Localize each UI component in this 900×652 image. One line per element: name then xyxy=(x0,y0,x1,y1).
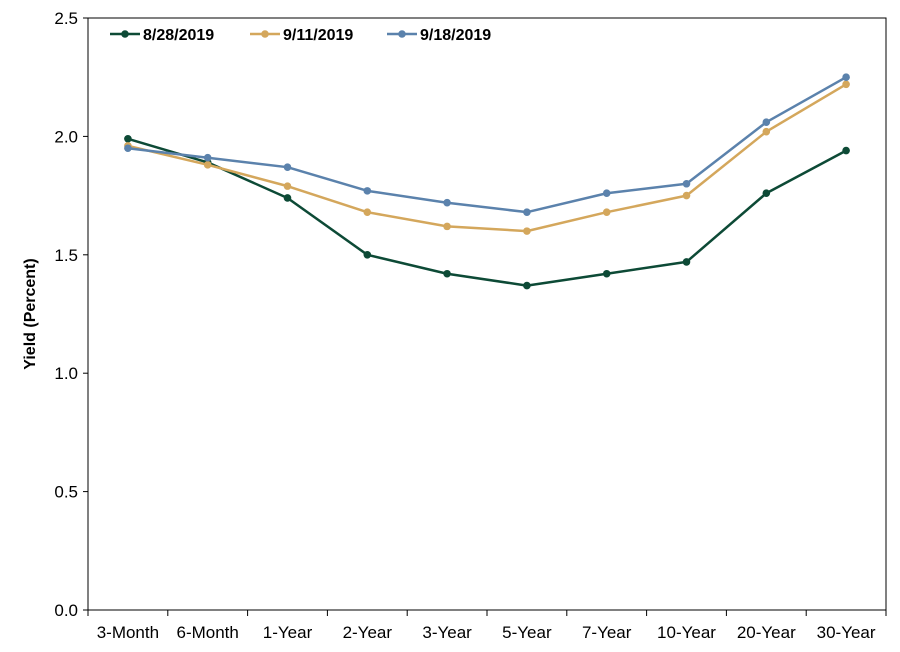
x-tick-label: 20-Year xyxy=(737,623,796,642)
y-tick-label: 2.0 xyxy=(54,127,78,146)
data-point xyxy=(124,134,132,143)
series-layer xyxy=(124,73,850,290)
x-tick-label: 7-Year xyxy=(582,623,632,642)
x-tick-label: 6-Month xyxy=(177,623,239,642)
plot-area xyxy=(87,17,887,611)
data-point xyxy=(363,187,372,195)
y-tick-label: 1.0 xyxy=(54,364,78,383)
y-axis: 0.0 0.5 1.0 1.5 2.0 2.5 xyxy=(54,9,88,620)
data-point xyxy=(762,189,771,198)
series-line xyxy=(127,83,847,233)
y-tick-label: 2.5 xyxy=(54,9,78,28)
series-9-11-2019 xyxy=(124,80,850,235)
y-tick-label: 0.0 xyxy=(54,601,78,620)
x-axis: 3-Month 6-Month 1-Year 2-Year 3-Year 5-Year 7-… xyxy=(87,610,887,642)
legend-swatch-marker xyxy=(121,30,129,38)
x-tick-label: 3-Year xyxy=(422,623,472,642)
legend-item: 9/18/2019 xyxy=(387,27,491,44)
data-point xyxy=(842,146,850,155)
data-point xyxy=(443,269,451,278)
x-tick-label: 1-Year xyxy=(263,623,313,642)
data-point xyxy=(682,258,691,266)
data-point xyxy=(203,153,212,162)
series-line xyxy=(127,137,847,287)
data-point xyxy=(682,179,691,188)
data-point xyxy=(523,208,531,216)
x-tick-label: 30-Year xyxy=(817,623,876,642)
data-point xyxy=(842,80,850,89)
data-point xyxy=(363,208,372,216)
data-point xyxy=(602,189,611,198)
y-tick-label: 1.5 xyxy=(54,246,78,265)
y-axis-title: Yield (Percent) xyxy=(22,258,39,369)
data-point xyxy=(602,269,611,278)
data-point xyxy=(762,118,771,126)
legend-label: 9/11/2019 xyxy=(283,27,353,44)
x-tick-label: 5-Year xyxy=(502,623,552,642)
legend-item: 9/11/2019 xyxy=(250,27,353,44)
data-point xyxy=(602,208,611,216)
x-tick-label: 10-Year xyxy=(657,623,716,642)
legend-swatch-marker xyxy=(398,30,406,38)
data-point xyxy=(443,198,451,207)
data-point xyxy=(283,194,292,202)
data-point xyxy=(682,191,691,200)
data-point xyxy=(443,222,451,231)
data-point xyxy=(124,144,132,153)
data-point xyxy=(762,127,771,136)
legend-swatch-marker xyxy=(261,30,269,38)
series-9-18-2019 xyxy=(124,73,850,216)
data-point xyxy=(523,281,531,290)
legend-item: 8/28/2019 xyxy=(110,27,214,44)
data-point xyxy=(203,161,212,169)
series-8-28-2019 xyxy=(124,134,850,290)
legend-label: 8/28/2019 xyxy=(143,27,214,44)
data-point xyxy=(363,251,372,259)
y-tick-label: 0.5 xyxy=(54,483,78,502)
x-tick-label: 3-Month xyxy=(97,623,159,642)
x-tick-label: 2-Year xyxy=(343,623,393,642)
data-point xyxy=(523,227,531,235)
legend-label: 9/18/2019 xyxy=(420,27,491,44)
legend: 8/28/2019 9/11/2019 9/18/2019 xyxy=(110,27,491,44)
data-point xyxy=(283,182,292,190)
data-point xyxy=(283,163,292,171)
data-point xyxy=(842,73,850,81)
series-line xyxy=(127,76,847,214)
